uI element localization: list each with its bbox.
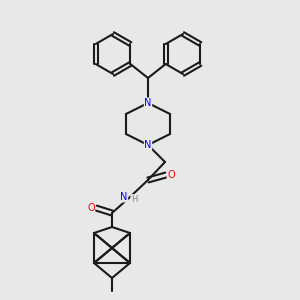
Text: N: N <box>144 98 152 108</box>
Text: N: N <box>120 192 128 202</box>
Text: H: H <box>131 194 137 203</box>
Text: O: O <box>87 203 95 213</box>
Text: N: N <box>144 140 152 150</box>
Text: O: O <box>167 170 175 180</box>
